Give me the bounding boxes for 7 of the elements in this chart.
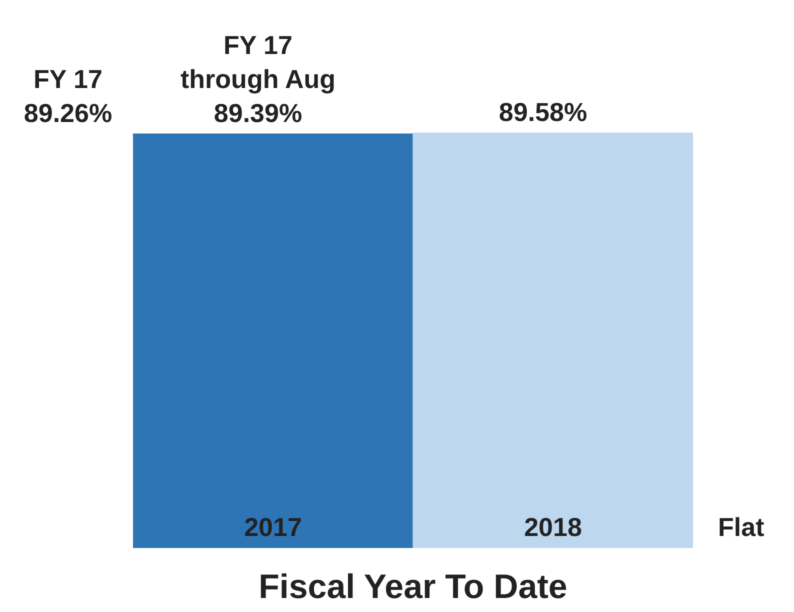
x-tick-label: 2018 bbox=[524, 512, 582, 542]
x-tick-label: 2017 bbox=[244, 512, 302, 542]
x-axis-title: Fiscal Year To Date bbox=[258, 568, 568, 606]
text: FY 17 89.26% bbox=[24, 64, 112, 128]
text: Flat bbox=[718, 512, 765, 542]
data-label: 89.58% bbox=[498, 96, 588, 127]
data-label: FY 17 through Aug 89.39% bbox=[180, 30, 336, 128]
